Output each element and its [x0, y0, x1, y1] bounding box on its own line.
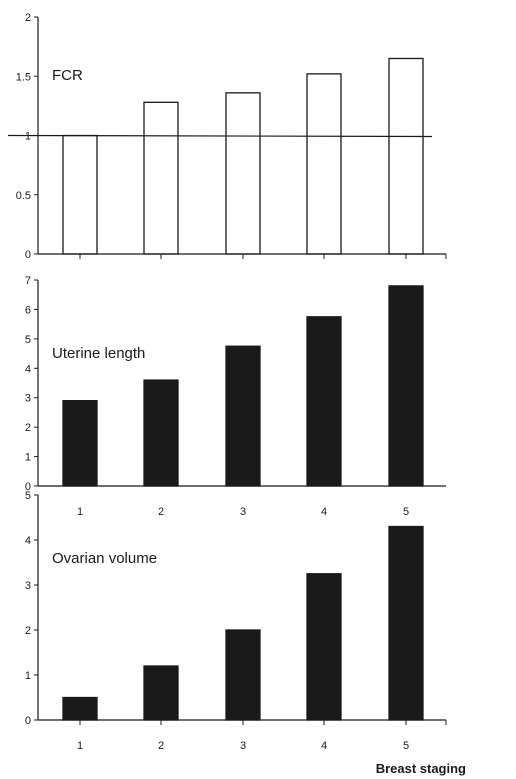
uterine-length-y-tick-label: 0 [25, 481, 31, 493]
uterine-length-y-tick-label: 4 [25, 363, 31, 375]
ovarian-volume-x-tick-label: 2 [158, 740, 164, 752]
uterine-length-bar-1 [62, 400, 98, 487]
ovarian-volume-bar-2 [143, 665, 179, 721]
uterine-length-x-tick-label: 2 [158, 506, 164, 518]
fcr-bar-1 [62, 134, 98, 255]
uterine-length-bar-3 [225, 345, 261, 487]
fcr-bar-3 [225, 92, 261, 255]
uterine-length-bar-5 [388, 285, 424, 487]
uterine-length-x-tick-label: 4 [321, 506, 327, 518]
fcr-y-tick-label: 0 [25, 249, 31, 261]
ovarian-volume-y-tick-label: 1 [25, 670, 31, 682]
ovarian-volume-bar-4 [306, 573, 342, 721]
ovarian-volume-x-tick-label: 1 [77, 740, 83, 752]
uterine-length-bar-2 [143, 379, 179, 487]
ovarian-volume-x-tick-label: 3 [240, 740, 246, 752]
uterine-length-y-tick-label: 1 [25, 452, 31, 464]
ovarian-volume-y-tick-label: 5 [25, 490, 31, 502]
uterine-length-x-tick-label: 1 [77, 506, 83, 518]
fcr-y-tick-label: 1 [25, 131, 31, 143]
ovarian-volume-bar-1 [62, 696, 98, 721]
ovarian-volume-y-tick-label: 4 [25, 535, 31, 547]
ovarian-volume-bar-3 [225, 629, 261, 721]
ovarian-volume-x-axis-label: Breast staging [376, 761, 466, 776]
fcr-title: FCR [52, 67, 83, 84]
uterine-length-y-tick-label: 5 [25, 334, 31, 346]
uterine-length-bar-4 [306, 316, 342, 487]
ovarian-volume-bar-5 [388, 525, 424, 721]
uterine-length-y-tick-label: 3 [25, 393, 31, 405]
fcr-y-tick-label: 1.5 [16, 71, 31, 83]
fcr-reference-line [7, 134, 433, 138]
fcr-bar-5 [388, 57, 424, 255]
ovarian-volume-title: Ovarian volume [52, 550, 157, 567]
uterine-length-y-tick-label: 7 [25, 275, 31, 287]
ovarian-volume-y-tick-label: 3 [25, 580, 31, 592]
uterine-length-y-tick-label: 6 [25, 304, 31, 316]
ovarian-volume-y-tick-label: 2 [25, 625, 31, 637]
uterine-length-y-tick-label: 2 [25, 422, 31, 434]
uterine-length-x-tick-label: 3 [240, 506, 246, 518]
fcr-y-tick-label: 2 [25, 12, 31, 24]
fcr-bar-2 [143, 101, 179, 255]
fcr-bar-4 [306, 73, 342, 255]
uterine-length-title: Uterine length [52, 345, 145, 362]
ovarian-volume-x-tick-label: 4 [321, 740, 327, 752]
uterine-length-x-tick-label: 5 [403, 506, 409, 518]
ovarian-volume-y-tick-label: 0 [25, 715, 31, 727]
ovarian-volume-x-tick-label: 5 [403, 740, 409, 752]
fcr-y-tick-label: 0.5 [16, 190, 31, 202]
